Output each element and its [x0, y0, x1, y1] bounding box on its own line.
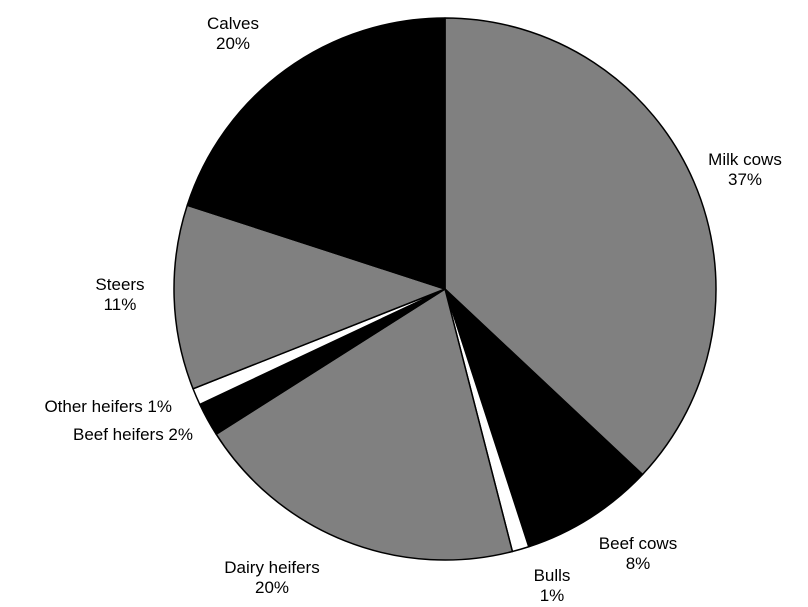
pie-slice-dairy-heifers: [215, 288, 514, 561]
slice-label-calves: Calves 20%: [207, 14, 259, 53]
pie-slice-milk-cows: [444, 17, 717, 476]
pie-slice-calves: [186, 17, 446, 290]
slice-label-milk-cows: Milk cows 37%: [708, 150, 782, 189]
slice-label-beef-cows: Beef cows 8%: [599, 534, 677, 573]
pie-slices: [173, 17, 717, 561]
slice-label-dairy-heifers: Dairy heifers 20%: [224, 558, 319, 597]
pie-labels: Milk cows 37% Beef cows 8% Bulls 1% Dairy heif…: [44, 14, 781, 605]
slice-label-steers: Steers 11%: [95, 275, 144, 314]
slice-label-bulls: Bulls 1%: [534, 566, 571, 605]
pie-slice-beef-cows: [444, 288, 644, 548]
pie-slice-steers: [173, 204, 446, 390]
slice-label-beef-heifers: Beef heifers 2%: [73, 425, 193, 444]
slice-label-other-heifers: Other heifers 1%: [44, 397, 172, 416]
